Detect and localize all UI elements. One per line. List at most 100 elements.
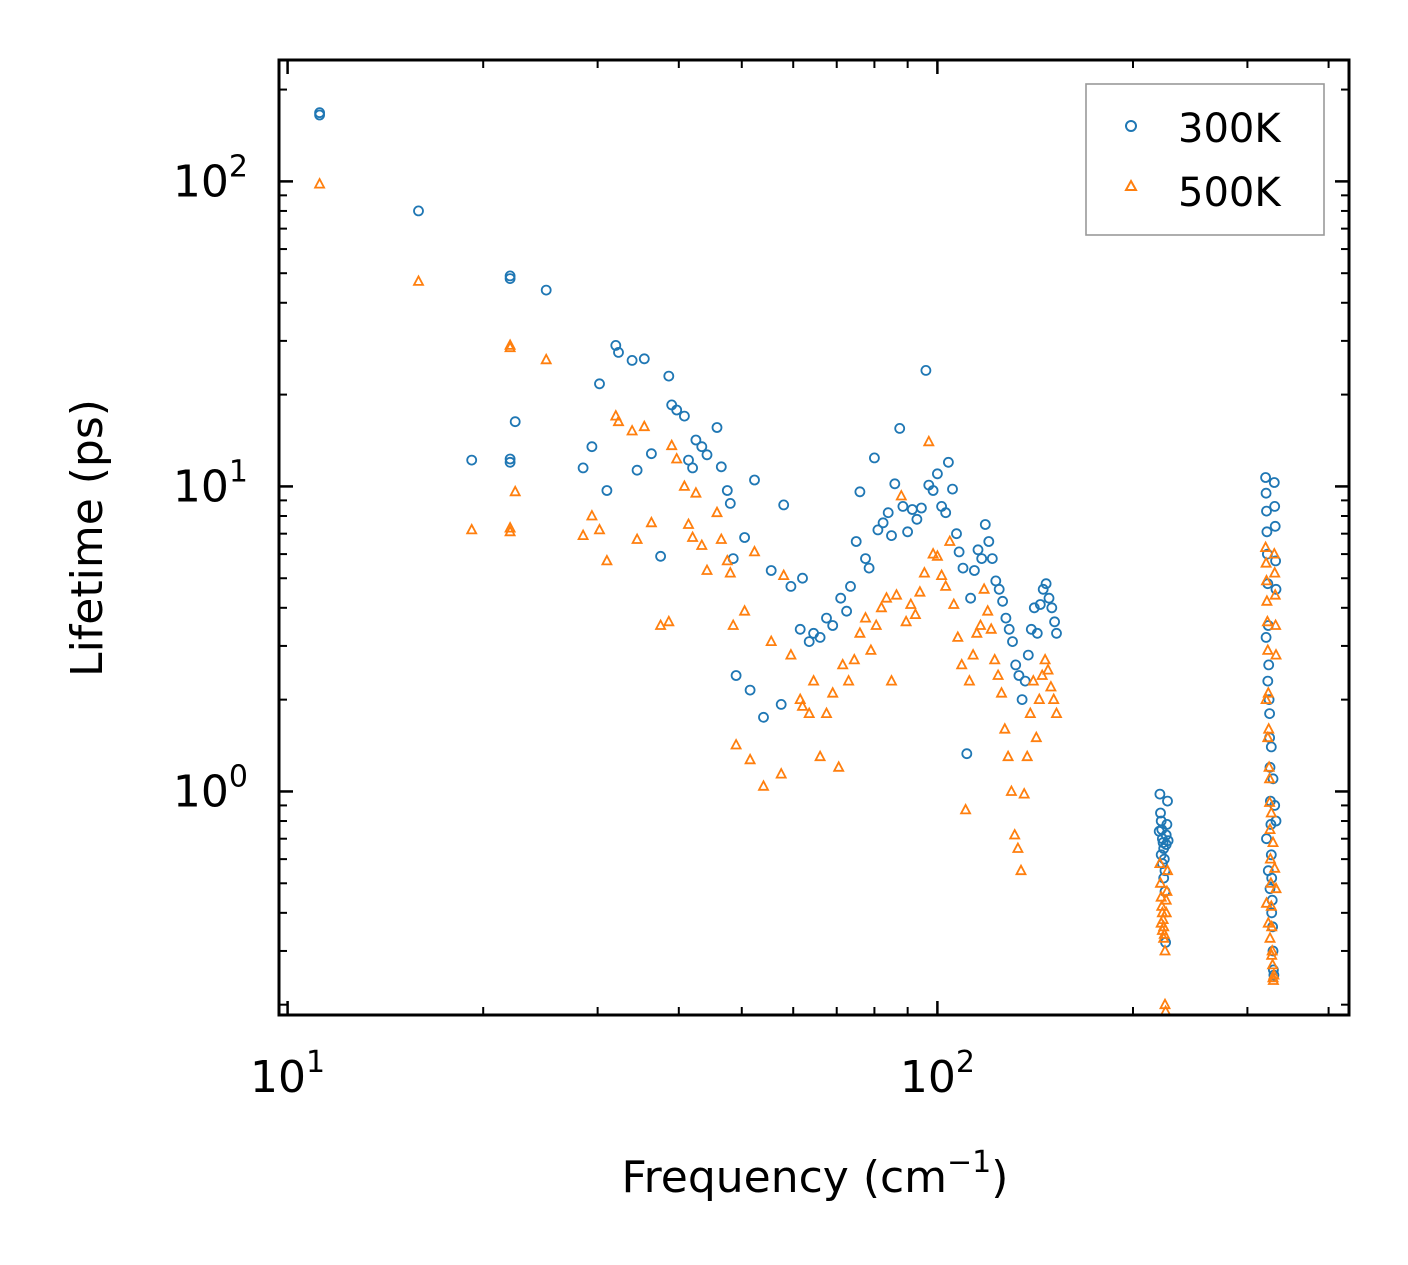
point-300k [466,454,478,466]
point-500k [1268,861,1281,873]
x-tick-label: 101 [250,1045,325,1103]
point-500k [465,522,478,535]
point-300k [940,507,952,519]
point-300k [1155,807,1166,819]
point-500k [1039,652,1052,665]
point-500k [765,634,778,646]
point-300k [1010,659,1022,671]
point-300k [1037,583,1049,595]
point-500k [1264,876,1277,888]
point-300k [696,441,708,453]
point-300k [1263,659,1275,671]
plot-frame [277,58,1351,1017]
point-300k [965,592,976,604]
point-500k [794,692,807,704]
point-500k [895,489,908,501]
point-500k [1270,648,1282,660]
point-500k [1002,749,1015,762]
y-tick-label: 101 [173,454,248,512]
point-300k [894,422,906,434]
point-300k [1266,907,1278,919]
legend-marker-500k [1124,178,1138,191]
point-500k [947,597,960,609]
point-300k [1153,825,1165,837]
point-300k [841,605,852,617]
point-500k [711,505,723,518]
point-300k [730,670,742,681]
point-300k [646,448,657,460]
point-500k [981,604,994,616]
point-500k [678,479,691,491]
point-300k [979,519,991,530]
point-500k [1260,556,1273,568]
point-500k [1265,806,1278,818]
point-500k [1159,944,1171,956]
point-500k [796,699,809,711]
point-500k [1044,680,1057,692]
point-300k [594,378,605,390]
point-500k [670,452,683,464]
series-500k [313,177,1282,1016]
legend-marker-300k [1125,120,1137,132]
point-300k [814,632,826,643]
point-300k [765,565,777,576]
point-300k [850,536,862,547]
point-500k [730,738,743,750]
point-500k [612,414,625,427]
point-500k [509,484,522,497]
point-500k [695,538,708,550]
point-500k [1033,692,1046,704]
legend: 300K 500K [1085,83,1325,236]
point-300k [951,528,962,540]
point-500k [1008,828,1021,840]
point-500k [1268,566,1281,578]
point-300k [947,483,958,495]
x-tick-label-exponent: 2 [956,1045,975,1080]
point-300k [758,711,769,723]
point-500k [784,648,797,660]
point-500k [848,652,861,665]
point-300k [778,499,790,511]
point-500k [1265,899,1278,911]
point-500k [1005,784,1018,796]
point-500k [1265,948,1278,960]
point-500k [820,706,833,718]
point-300k [504,273,516,285]
point-300k [932,468,943,480]
point-300k [916,502,927,514]
point-500k [645,515,658,528]
point-300k [701,449,713,461]
point-300k [860,553,871,564]
point-300k [1162,835,1174,846]
point-500k [701,563,713,575]
point-500k [1021,749,1034,762]
point-500k [1160,893,1173,905]
point-500k [1268,547,1281,559]
point-300k [961,748,973,760]
point-300k [1154,788,1166,800]
point-500k [931,549,944,561]
point-300k [1051,627,1062,639]
point-500k [504,521,517,533]
point-300k [889,478,901,490]
point-300k [540,284,552,296]
point-500k [832,760,845,772]
point-300k [638,353,650,365]
point-500k [978,582,991,594]
point-300k [957,562,969,574]
point-500k [1270,881,1282,894]
point-300k [1264,708,1275,719]
point-300k [1270,555,1281,567]
point-500k [842,674,855,686]
point-500k [1264,822,1276,834]
point-500k [1264,931,1276,943]
point-500k [638,419,651,432]
point-300k [1049,616,1060,628]
point-500k [859,611,872,623]
x-axis-label-suffix: ) [991,1152,1008,1203]
point-300k [993,583,1005,595]
point-500k [935,568,948,580]
point-300k [1269,500,1281,512]
point-500k [593,522,606,535]
